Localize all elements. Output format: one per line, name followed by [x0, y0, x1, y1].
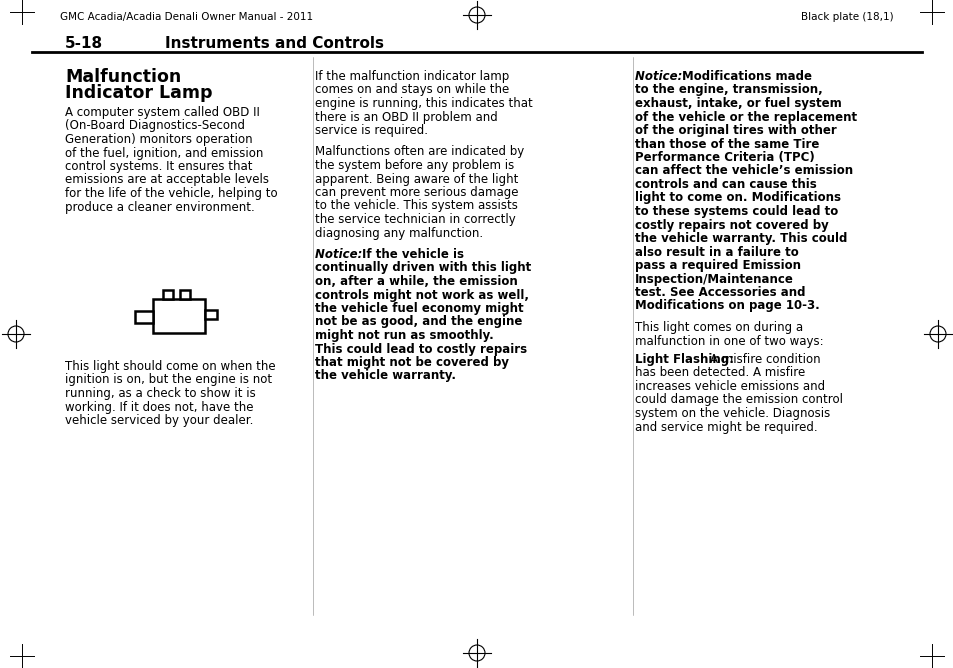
Text: (On-Board Diagnostics-Second: (On-Board Diagnostics-Second: [65, 120, 245, 132]
Text: controls might not work as well,: controls might not work as well,: [314, 289, 529, 301]
Text: If the vehicle is: If the vehicle is: [361, 248, 463, 261]
Text: increases vehicle emissions and: increases vehicle emissions and: [635, 380, 824, 393]
Text: has been detected. A misfire: has been detected. A misfire: [635, 367, 804, 379]
Text: controls and can cause this: controls and can cause this: [635, 178, 816, 191]
Bar: [180, 290, 190, 299]
Text: emissions are at acceptable levels: emissions are at acceptable levels: [65, 174, 269, 186]
Text: the vehicle warranty.: the vehicle warranty.: [314, 369, 456, 383]
Text: to the vehicle. This system assists: to the vehicle. This system assists: [314, 200, 517, 212]
Text: costly repairs not covered by: costly repairs not covered by: [635, 218, 828, 232]
Text: not be as good, and the engine: not be as good, and the engine: [314, 315, 522, 329]
Bar: [152, 299, 205, 333]
Text: comes on and stays on while the: comes on and stays on while the: [314, 84, 509, 96]
Text: of the vehicle or the replacement: of the vehicle or the replacement: [635, 110, 856, 124]
Text: test. See Accessories and: test. See Accessories and: [635, 286, 804, 299]
Bar: [163, 290, 172, 299]
Text: and service might be required.: and service might be required.: [635, 420, 817, 434]
Text: Light Flashing:: Light Flashing:: [635, 353, 738, 366]
Text: exhaust, intake, or fuel system: exhaust, intake, or fuel system: [635, 97, 841, 110]
Text: If the malfunction indicator lamp: If the malfunction indicator lamp: [314, 70, 509, 83]
Bar: [205, 310, 216, 319]
Text: vehicle serviced by your dealer.: vehicle serviced by your dealer.: [65, 414, 253, 427]
Text: the vehicle warranty. This could: the vehicle warranty. This could: [635, 232, 846, 245]
Text: pass a required Emission: pass a required Emission: [635, 259, 801, 272]
Text: Modifications made: Modifications made: [681, 70, 811, 83]
Text: to the engine, transmission,: to the engine, transmission,: [635, 84, 821, 96]
Text: control systems. It ensures that: control systems. It ensures that: [65, 160, 253, 173]
Text: the vehicle fuel economy might: the vehicle fuel economy might: [314, 302, 523, 315]
Text: for the life of the vehicle, helping to: for the life of the vehicle, helping to: [65, 187, 277, 200]
Text: diagnosing any malfunction.: diagnosing any malfunction.: [314, 226, 482, 240]
Text: than those of the same Tire: than those of the same Tire: [635, 138, 819, 150]
Text: Inspection/Maintenance: Inspection/Maintenance: [635, 273, 793, 285]
Text: light to come on. Modifications: light to come on. Modifications: [635, 192, 841, 204]
Text: on, after a while, the emission: on, after a while, the emission: [314, 275, 517, 288]
Text: system on the vehicle. Diagnosis: system on the vehicle. Diagnosis: [635, 407, 829, 420]
Text: Malfunctions often are indicated by: Malfunctions often are indicated by: [314, 146, 524, 158]
Text: also result in a failure to: also result in a failure to: [635, 246, 798, 259]
Bar: [135, 311, 152, 323]
Text: service is required.: service is required.: [314, 124, 428, 137]
Text: can affect the vehicle’s emission: can affect the vehicle’s emission: [635, 164, 852, 178]
Text: A misfire condition: A misfire condition: [709, 353, 820, 366]
Text: the service technician in correctly: the service technician in correctly: [314, 213, 516, 226]
Text: could damage the emission control: could damage the emission control: [635, 393, 842, 407]
Text: Notice:: Notice:: [635, 70, 690, 83]
Text: there is an OBD II problem and: there is an OBD II problem and: [314, 110, 497, 124]
Text: Indicator Lamp: Indicator Lamp: [65, 84, 213, 102]
Text: the system before any problem is: the system before any problem is: [314, 159, 514, 172]
Text: Notice:: Notice:: [314, 248, 370, 261]
Text: working. If it does not, have the: working. If it does not, have the: [65, 401, 253, 413]
Text: malfunction in one of two ways:: malfunction in one of two ways:: [635, 335, 822, 347]
Text: Generation) monitors operation: Generation) monitors operation: [65, 133, 253, 146]
Text: engine is running, this indicates that: engine is running, this indicates that: [314, 97, 532, 110]
Text: to these systems could lead to: to these systems could lead to: [635, 205, 838, 218]
Text: A computer system called OBD II: A computer system called OBD II: [65, 106, 259, 119]
Text: Malfunction: Malfunction: [65, 68, 181, 86]
Text: might not run as smoothly.: might not run as smoothly.: [314, 329, 494, 342]
Text: Modifications on page 10-3.: Modifications on page 10-3.: [635, 299, 819, 313]
Text: can prevent more serious damage: can prevent more serious damage: [314, 186, 518, 199]
Text: apparent. Being aware of the light: apparent. Being aware of the light: [314, 172, 517, 186]
Text: This light comes on during a: This light comes on during a: [635, 321, 802, 334]
Text: produce a cleaner environment.: produce a cleaner environment.: [65, 200, 254, 214]
Text: ignition is on, but the engine is not: ignition is on, but the engine is not: [65, 373, 272, 387]
Text: of the original tires with other: of the original tires with other: [635, 124, 836, 137]
Text: running, as a check to show it is: running, as a check to show it is: [65, 387, 255, 400]
Text: Performance Criteria (TPC): Performance Criteria (TPC): [635, 151, 814, 164]
Text: continually driven with this light: continually driven with this light: [314, 261, 531, 275]
Text: GMC Acadia/Acadia Denali Owner Manual - 2011: GMC Acadia/Acadia Denali Owner Manual - …: [60, 12, 313, 22]
Text: that might not be covered by: that might not be covered by: [314, 356, 509, 369]
Text: Instruments and Controls: Instruments and Controls: [165, 36, 384, 51]
Text: of the fuel, ignition, and emission: of the fuel, ignition, and emission: [65, 146, 263, 160]
Text: This could lead to costly repairs: This could lead to costly repairs: [314, 343, 527, 355]
Text: Black plate (18,1): Black plate (18,1): [801, 12, 893, 22]
Text: This light should come on when the: This light should come on when the: [65, 360, 275, 373]
Text: 5-18: 5-18: [65, 36, 103, 51]
